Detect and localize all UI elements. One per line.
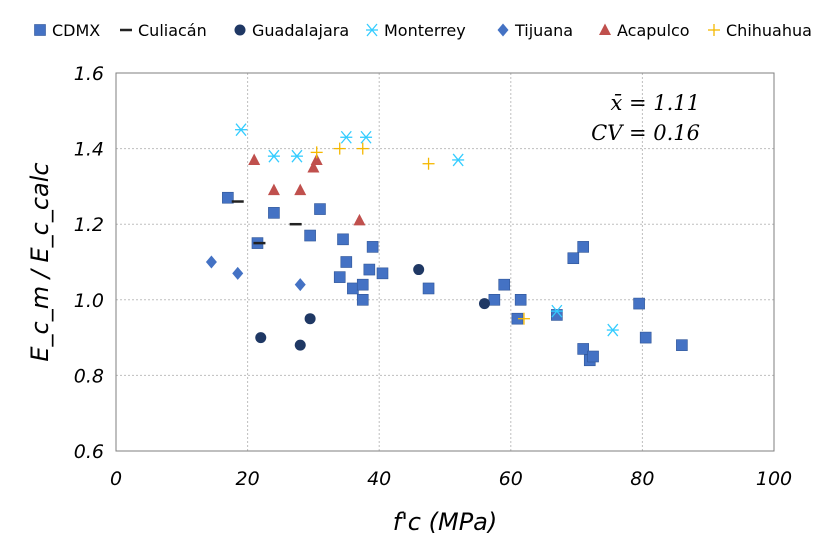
y-tick-label: 0.6 [74,441,104,463]
point-cdmx [577,241,589,253]
x-tick-label: 20 [236,468,260,490]
legend-item-monterrey: Monterrey [366,21,466,40]
legend-label-tijuana: Tijuana [514,21,573,40]
point-cdmx [567,252,580,265]
point-cdmx [363,263,376,276]
point-cdmx [639,331,652,344]
point-monterrey [235,123,248,137]
mean-annotation: x̄ = 1.11 [610,91,700,115]
data-points [205,123,688,367]
y-tick-label: 0.8 [74,365,104,387]
y-axis-title: E_c_m / E_c_calc [26,162,54,361]
legend-label-culiacan: Culiacán [138,21,207,40]
point-cdmx [347,282,359,295]
point-monterrey [452,153,465,167]
legend-marker-cdmx [34,24,46,36]
point-guadalajara [413,264,425,276]
point-cdmx [222,191,234,204]
point-cdmx [676,339,688,351]
legend-marker-monterrey [366,23,378,37]
point-cdmx [498,278,511,291]
point-chihuahua [333,142,346,155]
legend-item-chihuahua: Chihuahua [708,21,812,40]
legend-item-guadalajara: Guadalajara [234,21,349,40]
point-guadalajara [478,298,490,310]
point-acapulco [248,153,261,165]
point-acapulco [267,183,280,196]
x-tick-label: 40 [367,468,391,490]
point-cdmx [356,293,369,306]
point-monterrey [360,130,373,144]
x-axis-ticks: 0 20 40 60 80 100 [110,468,792,490]
y-tick-label: 1.4 [74,139,104,161]
point-monterrey [606,323,619,337]
point-guadalajara [294,339,306,351]
legend-label-cdmx: CDMX [52,21,100,40]
point-monterrey [550,304,563,318]
point-chihuahua [517,312,530,325]
point-monterrey [290,149,303,163]
point-tijuana [232,266,244,280]
point-chihuahua [310,146,323,159]
point-cdmx [337,233,349,246]
point-acapulco [310,153,323,165]
point-cdmx [577,343,589,355]
legend-marker-acapulco [599,23,611,35]
point-cdmx [304,229,316,242]
point-cdmx [314,203,326,215]
y-tick-label: 1.6 [74,63,104,85]
point-acapulco [353,213,366,226]
point-acapulco [307,161,320,173]
point-monterrey [267,149,280,163]
y-axis-ticks: 0.6 0.8 1.0 1.2 1.4 1.6 [74,63,104,463]
plot-frame [115,72,775,452]
x-axis-title: f'c (MPa) [393,508,497,536]
legend-label-monterrey: Monterrey [384,21,466,40]
legend-marker-guadalajara [234,24,246,36]
y-tick-label: 1.0 [74,290,104,312]
legend-label-acapulco: Acapulco [617,21,690,40]
legend-marker-tijuana [497,23,509,37]
legend-label-guadalajara: Guadalajara [252,21,349,40]
x-tick-label: 100 [756,468,792,490]
y-tick-label: 1.2 [74,214,104,236]
point-cdmx [376,267,389,280]
point-chihuahua [356,142,369,155]
legend: CDMX Culiacán Guadalajara Monterrey Tijuana A… [34,21,812,40]
point-monterrey [340,130,353,144]
x-tick-label: 60 [499,468,523,490]
point-tijuana [294,278,306,292]
x-tick-label: 0 [110,468,122,490]
cv-annotation: CV = 0.16 [591,121,700,145]
point-guadalajara [304,313,316,325]
legend-marker-chihuahua [708,24,720,36]
point-cdmx [551,309,563,321]
legend-item-tijuana: Tijuana [497,21,573,40]
point-cdmx [366,241,379,253]
point-cdmx [587,350,599,363]
point-cdmx [268,207,280,219]
point-cdmx [340,256,353,268]
legend-item-cdmx: CDMX [34,21,100,40]
point-guadalajara [255,332,267,344]
point-cdmx [333,271,346,283]
legend-item-acapulco: Acapulco [599,21,690,40]
point-cdmx [422,282,435,295]
point-cdmx [488,293,501,306]
point-chihuahua [422,157,435,170]
x-tick-label: 80 [630,468,654,490]
legend-label-chihuahua: Chihuahua [726,21,812,40]
point-cdmx [356,278,369,291]
point-tijuana [205,255,217,269]
gridlines [116,73,774,451]
point-acapulco [294,183,307,196]
legend-item-culiacan: Culiacán [120,21,207,40]
point-cdmx [633,297,645,310]
point-cdmx [514,293,527,306]
